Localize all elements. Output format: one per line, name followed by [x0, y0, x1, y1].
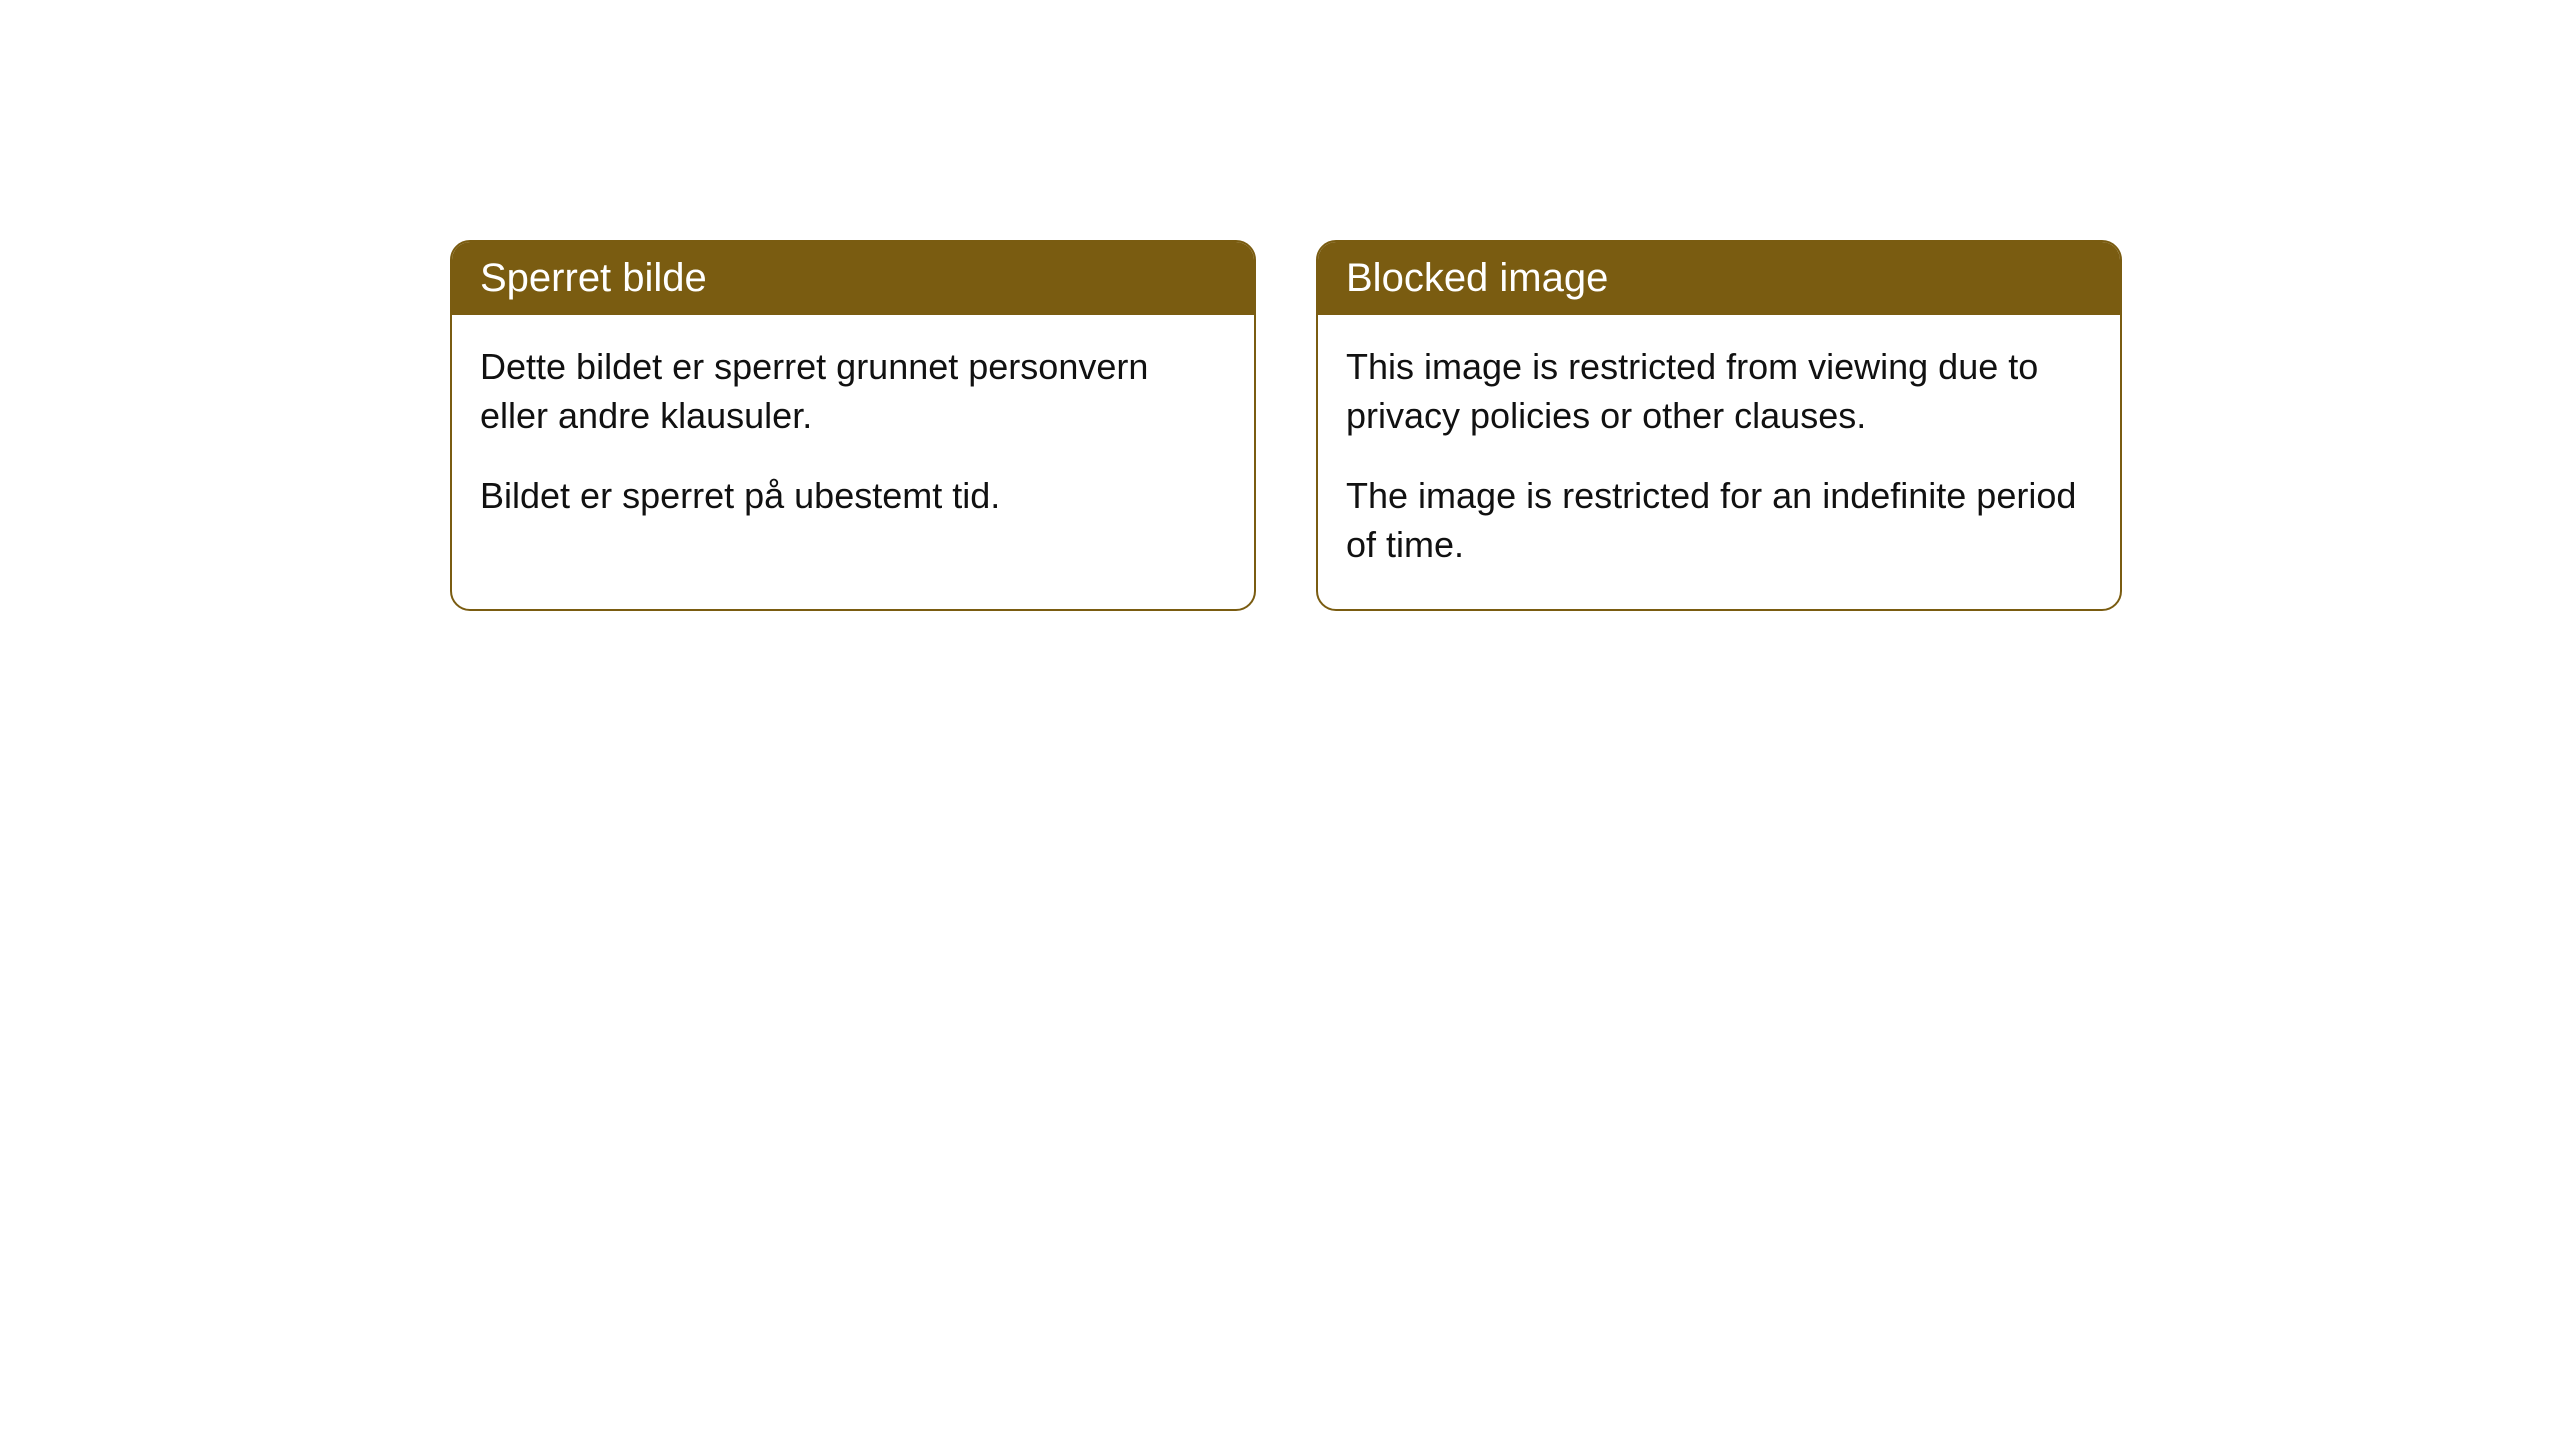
card-paragraph: Dette bildet er sperret grunnet personve… — [480, 343, 1226, 440]
card-header: Sperret bilde — [452, 242, 1254, 315]
card-body: This image is restricted from viewing du… — [1318, 315, 2120, 609]
card-body: Dette bildet er sperret grunnet personve… — [452, 315, 1254, 561]
card-paragraph: Bildet er sperret på ubestemt tid. — [480, 472, 1226, 521]
card-title: Blocked image — [1346, 256, 1608, 300]
card-paragraph: The image is restricted for an indefinit… — [1346, 472, 2092, 569]
notice-card-norwegian: Sperret bilde Dette bildet er sperret gr… — [450, 240, 1256, 611]
notice-cards-container: Sperret bilde Dette bildet er sperret gr… — [450, 240, 2122, 611]
notice-card-english: Blocked image This image is restricted f… — [1316, 240, 2122, 611]
card-paragraph: This image is restricted from viewing du… — [1346, 343, 2092, 440]
card-title: Sperret bilde — [480, 256, 707, 300]
card-header: Blocked image — [1318, 242, 2120, 315]
